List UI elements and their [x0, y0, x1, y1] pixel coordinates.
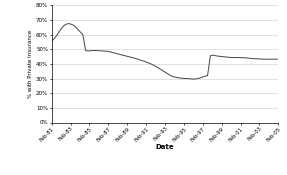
- Y-axis label: % with Private Insurance: % with Private Insurance: [28, 30, 33, 98]
- X-axis label: Date: Date: [156, 144, 174, 150]
